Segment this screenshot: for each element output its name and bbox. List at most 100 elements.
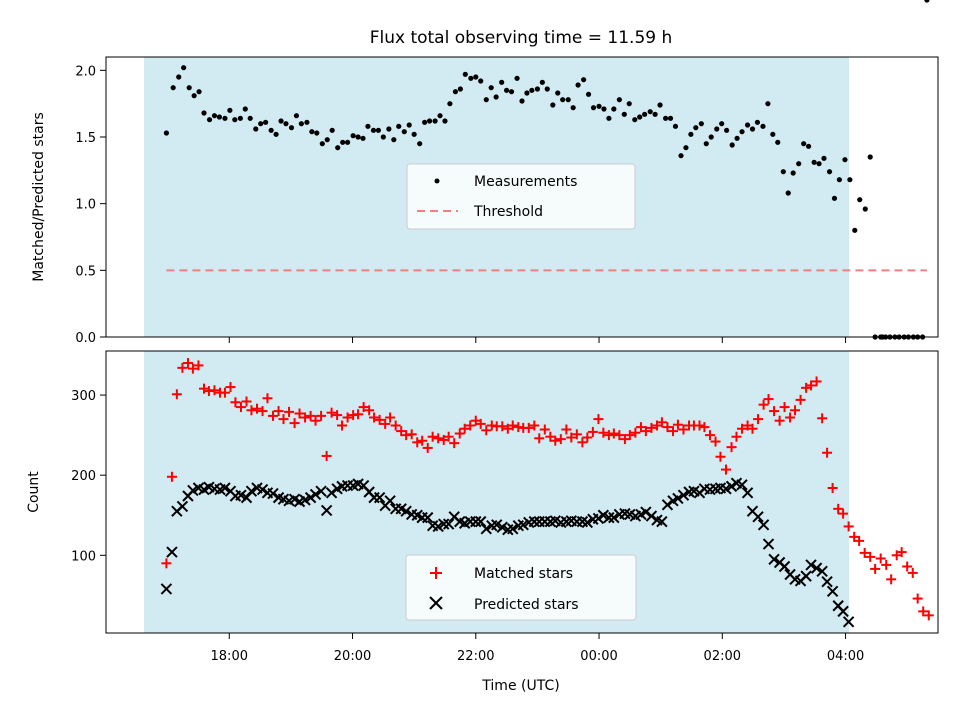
predicted-star-point bbox=[421, 511, 434, 524]
measurement-point bbox=[278, 118, 284, 124]
measurement-point bbox=[298, 121, 304, 127]
top-y-tick-label: 2.0 bbox=[75, 64, 96, 79]
measurement-point bbox=[780, 169, 786, 175]
measurement-point bbox=[760, 123, 766, 129]
matched-star-point bbox=[779, 402, 790, 413]
matched-star-point bbox=[875, 553, 886, 564]
matched-star-point bbox=[465, 420, 476, 431]
measurement-point bbox=[652, 111, 658, 117]
matched-star-point bbox=[380, 418, 391, 429]
bottom-y-tick-label: 200 bbox=[71, 469, 96, 484]
measurement-point bbox=[350, 133, 356, 139]
matched-star-point bbox=[412, 437, 423, 448]
measurement-point bbox=[724, 127, 730, 133]
measurement-point bbox=[493, 94, 499, 100]
measurement-point bbox=[432, 118, 438, 124]
bottom-x-axis: 18:00 20:00 22:00 00:00 02:00 04:00 bbox=[211, 633, 864, 664]
matched-star-point bbox=[704, 430, 715, 441]
measurement-point bbox=[719, 121, 725, 127]
matched-star-point bbox=[555, 434, 566, 445]
measurement-point bbox=[867, 154, 873, 160]
predicted-star-point bbox=[166, 546, 178, 558]
chart-title: Flux total observing time = 11.59 h bbox=[370, 28, 673, 48]
matched-star-point bbox=[811, 376, 822, 387]
measurement-point bbox=[811, 159, 817, 165]
matched-star-point bbox=[694, 420, 705, 431]
predicted-star-point bbox=[656, 515, 668, 528]
predicted-star-point bbox=[805, 559, 817, 571]
measurement-point bbox=[329, 127, 335, 133]
predicted-star-point bbox=[810, 562, 823, 574]
matched-star-point bbox=[481, 425, 492, 436]
matched-star-point bbox=[507, 420, 518, 431]
measurement-point bbox=[222, 115, 228, 121]
matched-star-point bbox=[193, 360, 204, 371]
bottom-y-tick-label: 100 bbox=[71, 549, 96, 564]
measurement-point bbox=[406, 122, 412, 128]
matched-star-point bbox=[870, 563, 881, 574]
matched-star-point bbox=[881, 559, 892, 570]
measurement-point bbox=[734, 135, 740, 141]
matched-star-point bbox=[640, 426, 651, 437]
measurement-point bbox=[360, 135, 366, 141]
measurement-point bbox=[242, 106, 248, 112]
matched-star-point bbox=[614, 430, 625, 441]
legend-predicted-label: Predicted stars bbox=[474, 597, 579, 613]
matched-star-point bbox=[268, 410, 279, 421]
matched-star-point bbox=[726, 442, 737, 453]
matched-star-point bbox=[353, 409, 364, 420]
legend-matched-label: Matched stars bbox=[474, 566, 573, 582]
top-y-axis: 0.0 0.5 1.0 1.5 2.0 bbox=[75, 64, 106, 346]
matched-star-point bbox=[449, 438, 460, 449]
matched-star-point bbox=[598, 427, 609, 438]
measurement-point bbox=[319, 141, 325, 147]
predicted-star-point bbox=[661, 499, 674, 511]
measurement-point bbox=[616, 97, 622, 103]
matched-star-point bbox=[262, 393, 273, 404]
measurement-point bbox=[201, 110, 207, 116]
matched-star-point bbox=[529, 420, 540, 431]
measurement-point bbox=[534, 86, 541, 92]
matched-star-point bbox=[187, 363, 198, 374]
measurement-point bbox=[581, 77, 587, 83]
measurement-point bbox=[314, 130, 320, 136]
predicted-star-point bbox=[256, 483, 269, 496]
measurement-point bbox=[565, 97, 571, 103]
matched-star-point bbox=[332, 410, 343, 421]
matched-star-point bbox=[859, 547, 870, 558]
top-y-tick-label: 1.5 bbox=[75, 131, 96, 146]
matched-star-point bbox=[305, 410, 316, 421]
measurement-point bbox=[857, 197, 863, 203]
measurement-point bbox=[514, 75, 520, 81]
measurement-point bbox=[601, 106, 607, 112]
matched-star-point bbox=[257, 406, 268, 417]
measurement-point bbox=[519, 98, 525, 104]
matched-star-point bbox=[337, 420, 348, 431]
measurement-point bbox=[191, 93, 197, 99]
measurement-point bbox=[411, 131, 417, 137]
measurement-point bbox=[714, 126, 720, 132]
matched-star-point bbox=[646, 422, 657, 433]
measurement-point bbox=[862, 206, 868, 212]
predicted-star-point bbox=[768, 553, 780, 566]
measurement-point bbox=[801, 141, 807, 147]
legend-measurement-marker bbox=[434, 178, 440, 184]
measurement-point bbox=[754, 119, 761, 125]
measurement-point bbox=[237, 115, 243, 121]
measurement-points bbox=[163, 0, 930, 340]
matched-star-point bbox=[662, 422, 673, 433]
measurement-point bbox=[344, 139, 351, 145]
predicted-star-point bbox=[645, 510, 658, 522]
measurement-point bbox=[401, 129, 407, 135]
measurement-point bbox=[263, 119, 269, 125]
predicted-star-point bbox=[475, 515, 487, 528]
matched-star-point bbox=[785, 412, 796, 423]
measurement-point bbox=[488, 85, 494, 91]
predicted-star-point bbox=[816, 565, 828, 578]
matched-star-point bbox=[369, 412, 380, 423]
top-plot-frame bbox=[105, 56, 939, 338]
matched-star-point bbox=[177, 362, 188, 373]
measurement-point bbox=[483, 97, 489, 103]
matched-star-point bbox=[758, 399, 769, 410]
